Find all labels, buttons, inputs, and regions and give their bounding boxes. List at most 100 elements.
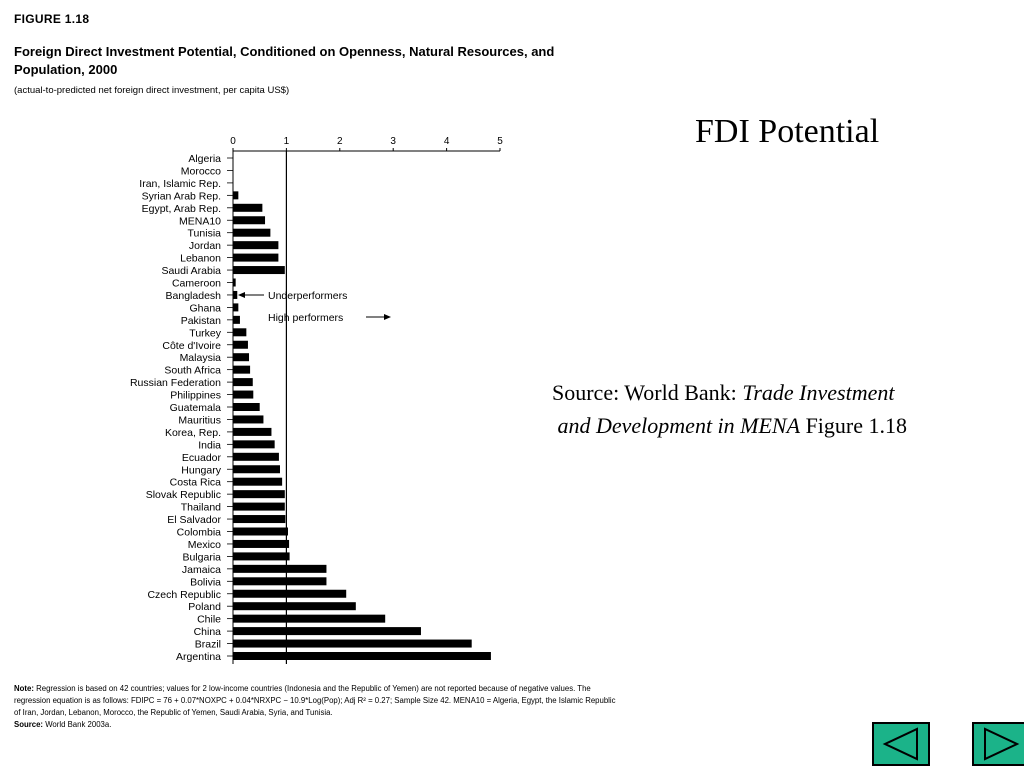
category-label: Thailand: [181, 502, 221, 514]
category-label: Guatemala: [170, 402, 222, 414]
category-label: Morocco: [181, 165, 221, 177]
x-tick-label: 3: [390, 136, 396, 147]
bar: [233, 216, 266, 225]
bar: [233, 303, 239, 312]
category-label: Chile: [197, 614, 221, 626]
category-label: Bulgaria: [182, 551, 221, 563]
source-book-title-part1: Trade Investment: [742, 380, 895, 405]
bar: [233, 639, 472, 648]
category-label: Lebanon: [180, 253, 221, 265]
next-slide-button[interactable]: [972, 722, 1024, 766]
category-label: Mauritius: [178, 414, 221, 426]
category-label: Turkey: [189, 327, 221, 339]
bar: [233, 652, 491, 660]
bar: [233, 515, 286, 524]
triangle-right-icon: [984, 727, 1020, 761]
bar: [233, 589, 347, 598]
underperformers-arrowhead: [238, 291, 245, 298]
bar: [233, 266, 285, 275]
category-label: Argentina: [176, 651, 221, 663]
bar: [233, 315, 240, 324]
category-label: Algeria: [188, 153, 221, 165]
category-label: China: [194, 626, 222, 638]
note-label: Note:: [14, 684, 34, 693]
category-label: Czech Republic: [147, 589, 221, 601]
bar: [233, 191, 239, 200]
category-label: Bolivia: [190, 576, 221, 588]
bar: [233, 490, 285, 499]
category-label: Brazil: [195, 639, 221, 651]
category-label: Poland: [188, 601, 221, 613]
figure-note: Note: Regression is based on 42 countrie…: [14, 683, 619, 731]
category-label: Mexico: [188, 539, 221, 551]
category-label: Jordan: [189, 240, 221, 252]
bar: [233, 614, 386, 623]
bar: [233, 328, 247, 337]
category-label: Malaysia: [180, 352, 222, 364]
figure-title: Foreign Direct Investment Potential, Con…: [14, 44, 555, 77]
figure-label: FIGURE 1.18: [14, 12, 90, 26]
category-label: Ecuador: [182, 452, 222, 464]
x-tick-label: 4: [444, 136, 450, 147]
x-tick-label: 0: [230, 136, 236, 147]
category-label: Jamaica: [182, 564, 221, 576]
bar: [233, 465, 280, 474]
category-label: Iran, Islamic Rep.: [139, 178, 221, 190]
bar: [233, 390, 254, 399]
category-label: Colombia: [177, 527, 222, 539]
high-performers-arrowhead: [384, 313, 391, 320]
bar: [233, 477, 283, 486]
bar: [233, 340, 248, 349]
source-prefix: Source: World Bank:: [552, 380, 743, 405]
bar: [233, 539, 290, 548]
bar: [233, 527, 289, 536]
category-label: El Salvador: [167, 514, 221, 526]
bar: [233, 365, 251, 374]
bar: [233, 290, 238, 299]
category-label: Côte d'Ivoire: [162, 340, 221, 352]
category-label: Slovak Republic: [146, 489, 221, 501]
bar: [233, 353, 250, 362]
x-tick-label: 1: [284, 136, 290, 147]
category-label: Hungary: [181, 464, 221, 476]
figure-subtitle: (actual-to-predicted net foreign direct …: [14, 85, 290, 96]
triangle-left-icon: [882, 727, 918, 761]
category-label: Korea, Rep.: [165, 427, 221, 439]
category-label: Saudi Arabia: [161, 265, 221, 277]
category-label: Tunisia: [188, 228, 222, 240]
category-label: Egypt, Arab Rep.: [142, 203, 221, 215]
bar: [233, 253, 279, 262]
bar: [233, 452, 279, 461]
bar: [233, 552, 290, 561]
slide-title: FDI Potential: [695, 113, 880, 150]
bar: [233, 627, 421, 636]
note-source-text: World Bank 2003a.: [45, 720, 112, 729]
bar: [233, 440, 275, 449]
bar: [233, 502, 285, 511]
x-tick-label: 2: [337, 136, 343, 147]
bar: [233, 241, 279, 250]
bar: [233, 602, 356, 611]
previous-slide-button[interactable]: [872, 722, 930, 766]
category-label: India: [198, 439, 221, 451]
underperformers-label: Underperformers: [268, 290, 347, 302]
category-label: Pakistan: [181, 315, 221, 327]
category-label: MENA10: [179, 215, 221, 227]
bar: [233, 564, 327, 573]
note-source-label: Source:: [14, 720, 44, 729]
bar: [233, 228, 271, 237]
bar: [233, 403, 260, 411]
source-book-title-part2: and Development in MENA: [557, 413, 801, 438]
category-label: Russian Federation: [130, 377, 221, 389]
bar: [233, 427, 272, 436]
category-label: Ghana: [189, 302, 221, 314]
category-label: Costa Rica: [170, 477, 222, 489]
category-label: Cameroon: [172, 278, 221, 290]
bar: [233, 278, 236, 287]
bar: [233, 577, 327, 586]
category-label: Bangladesh: [166, 290, 222, 302]
bar: [233, 415, 264, 424]
note-text: Regression is based on 42 countries; val…: [14, 684, 616, 717]
category-label: Syrian Arab Rep.: [142, 190, 221, 202]
